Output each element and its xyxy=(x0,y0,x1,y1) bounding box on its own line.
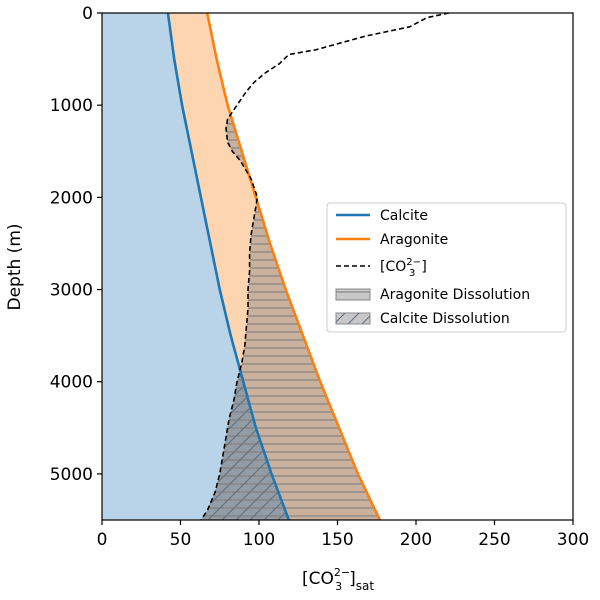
legend-entry-aragonite-dissolution: Aragonite Dissolution xyxy=(335,287,530,303)
y-tick-label: 1000 xyxy=(50,96,93,116)
legend-box xyxy=(326,202,567,333)
legend-label-aragonite: Aragonite xyxy=(380,232,448,248)
legend-entry-aragonite: Aragonite xyxy=(336,232,448,248)
x-tick-label: 100 xyxy=(243,530,275,550)
x-tick-label: 150 xyxy=(321,530,353,550)
x-axis-label: [CO2− 3]sat xyxy=(302,566,374,593)
legend-entry-carbonate: [CO2− 3] xyxy=(336,257,427,279)
y-axis-label: Depth (m) xyxy=(5,223,25,310)
y-tick-label: 5000 xyxy=(50,465,93,485)
carbonate-series-line xyxy=(200,13,450,520)
y-tick-label: 2000 xyxy=(50,188,93,208)
legend-label-calcite-dissolution: Calcite Dissolution xyxy=(380,311,510,327)
legend-entry-calcite: Calcite xyxy=(336,208,428,224)
x-tick-label: 250 xyxy=(478,530,510,550)
y-tick-label: 3000 xyxy=(50,281,93,301)
calcite-series-line xyxy=(166,13,291,520)
x-tick-label: 0 xyxy=(97,530,108,550)
plot-area xyxy=(102,13,450,520)
x-axis: 0 50 100 150 200 250 300 xyxy=(97,520,589,550)
legend-hatch-calcite-dissolution xyxy=(336,313,370,324)
y-tick-label: 4000 xyxy=(50,373,93,393)
x-tick-label: 50 xyxy=(170,530,192,550)
x-tick-label: 200 xyxy=(400,530,432,550)
calcite-dissolution-hatch xyxy=(200,370,289,520)
y-axis: 0 1000 2000 3000 4000 5000 xyxy=(50,4,102,485)
legend-entry-calcite-dissolution: Calcite Dissolution xyxy=(335,311,510,327)
legend-hatch-aragonite-dissolution xyxy=(336,289,370,300)
legend-label-calcite: Calcite xyxy=(380,208,428,224)
legend: Calcite Aragonite [CO2− 3] Aragonite Diss… xyxy=(326,202,567,333)
y-tick-label: 0 xyxy=(82,4,93,24)
aragonite-series-line xyxy=(205,13,382,520)
legend-label-carbonate: [CO2− 3] xyxy=(380,257,427,279)
legend-label-aragonite-dissolution: Aragonite Dissolution xyxy=(380,287,530,303)
x-tick-label: 300 xyxy=(557,530,589,550)
